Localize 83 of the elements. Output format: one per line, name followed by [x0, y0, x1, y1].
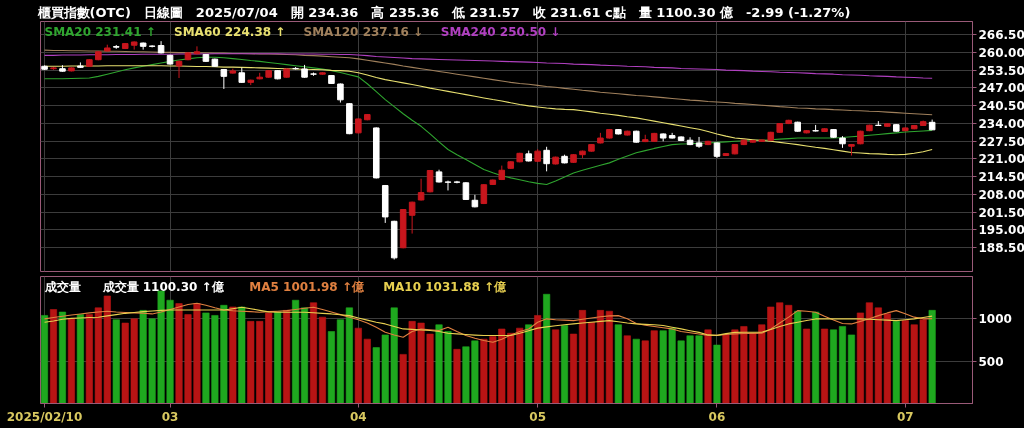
text: SMA20 231.41 ↑	[44, 24, 156, 39]
bar	[41, 315, 49, 404]
bar	[67, 318, 75, 404]
candlestick	[175, 60, 183, 79]
bar	[49, 309, 58, 404]
legend-title: 成交量	[43, 279, 81, 294]
y-tick-label: 227.50	[978, 134, 1024, 149]
bar	[838, 326, 847, 404]
bar	[238, 306, 246, 404]
y-tick-label: 247.00	[978, 81, 1024, 96]
bar	[309, 302, 318, 404]
bar	[534, 315, 542, 404]
bar	[605, 310, 613, 404]
bar	[112, 319, 120, 404]
bar	[794, 310, 802, 404]
bar	[847, 334, 855, 404]
bar	[76, 314, 84, 404]
y-tick-label: 266.50	[978, 28, 1024, 43]
y-tick-label: 188.50	[978, 240, 1024, 255]
bar	[632, 338, 640, 404]
bar	[830, 329, 838, 404]
x-tick-label: 06	[708, 409, 726, 424]
candlestick	[193, 45, 201, 55]
candlestick	[292, 66, 299, 71]
text: MA10 1031.88 ↑億	[383, 279, 508, 294]
series-label: SMA240 250.50 ↓	[440, 24, 561, 39]
y-tick-label: 240.50	[978, 99, 1024, 114]
bar	[569, 333, 578, 404]
series-label: 成交量 1100.30 ↑億	[101, 279, 225, 294]
bar	[292, 299, 300, 404]
bar	[301, 307, 309, 404]
x-tick-label: 07	[896, 409, 914, 424]
bar	[614, 324, 622, 404]
x-tick-label: 03	[161, 409, 179, 424]
y-tick-label: 260.00	[978, 45, 1024, 60]
candlestick	[337, 82, 344, 104]
bar	[713, 344, 721, 404]
line-series	[43, 302, 933, 343]
y-tick-label: 500	[978, 354, 1004, 369]
series-label: MA5 1001.98 ↑億	[249, 279, 365, 294]
bar	[453, 349, 461, 404]
bar	[596, 310, 604, 404]
x-tick-label: 2025/02/10	[6, 409, 83, 424]
bar	[274, 311, 282, 404]
candlestick	[408, 201, 416, 235]
line-series	[43, 306, 933, 337]
bar	[525, 324, 533, 404]
bar	[561, 325, 569, 404]
series-label: SMA120 237.16 ↓	[303, 24, 424, 39]
bar	[578, 310, 587, 404]
y-tick-label: 1000	[978, 312, 1012, 327]
y-tick-label: 208.00	[978, 187, 1024, 202]
bar	[821, 328, 829, 404]
bar	[803, 328, 811, 404]
bar	[623, 335, 631, 404]
bar	[58, 311, 66, 404]
x-tick-label: 05	[529, 409, 547, 424]
x-tick-label: 04	[349, 409, 367, 424]
bar	[229, 306, 237, 404]
bar	[928, 310, 936, 404]
candlestick	[417, 178, 425, 202]
bar	[543, 293, 551, 404]
bar	[552, 329, 560, 404]
y-tick-label: 221.00	[978, 152, 1024, 167]
bar	[892, 321, 900, 404]
y-tick-label: 195.00	[978, 223, 1024, 238]
candlestick	[444, 180, 452, 191]
bar	[812, 311, 820, 404]
y-tick-label: 234.00	[978, 116, 1024, 131]
candlestick	[695, 136, 703, 149]
y-tick-label: 253.50	[978, 63, 1024, 78]
bar	[856, 312, 864, 404]
candlestick	[543, 146, 550, 172]
bar	[318, 316, 326, 404]
y-tick-label: 214.50	[978, 170, 1024, 185]
bar	[283, 310, 291, 404]
bar	[327, 331, 335, 404]
text: SMA60 224.38 ↑	[174, 24, 286, 39]
y-tick-label: 201.50	[978, 205, 1024, 220]
bar	[587, 321, 595, 404]
line-series	[43, 56, 933, 185]
bar	[704, 329, 712, 404]
chart-title: 櫃買指數(OTC) 日線圖 2025/07/04 開 234.36 高 235.36 低 231.57 收 231.61 c點 量 1100.30 億 -2.99 (-1.27%)	[36, 5, 851, 20]
